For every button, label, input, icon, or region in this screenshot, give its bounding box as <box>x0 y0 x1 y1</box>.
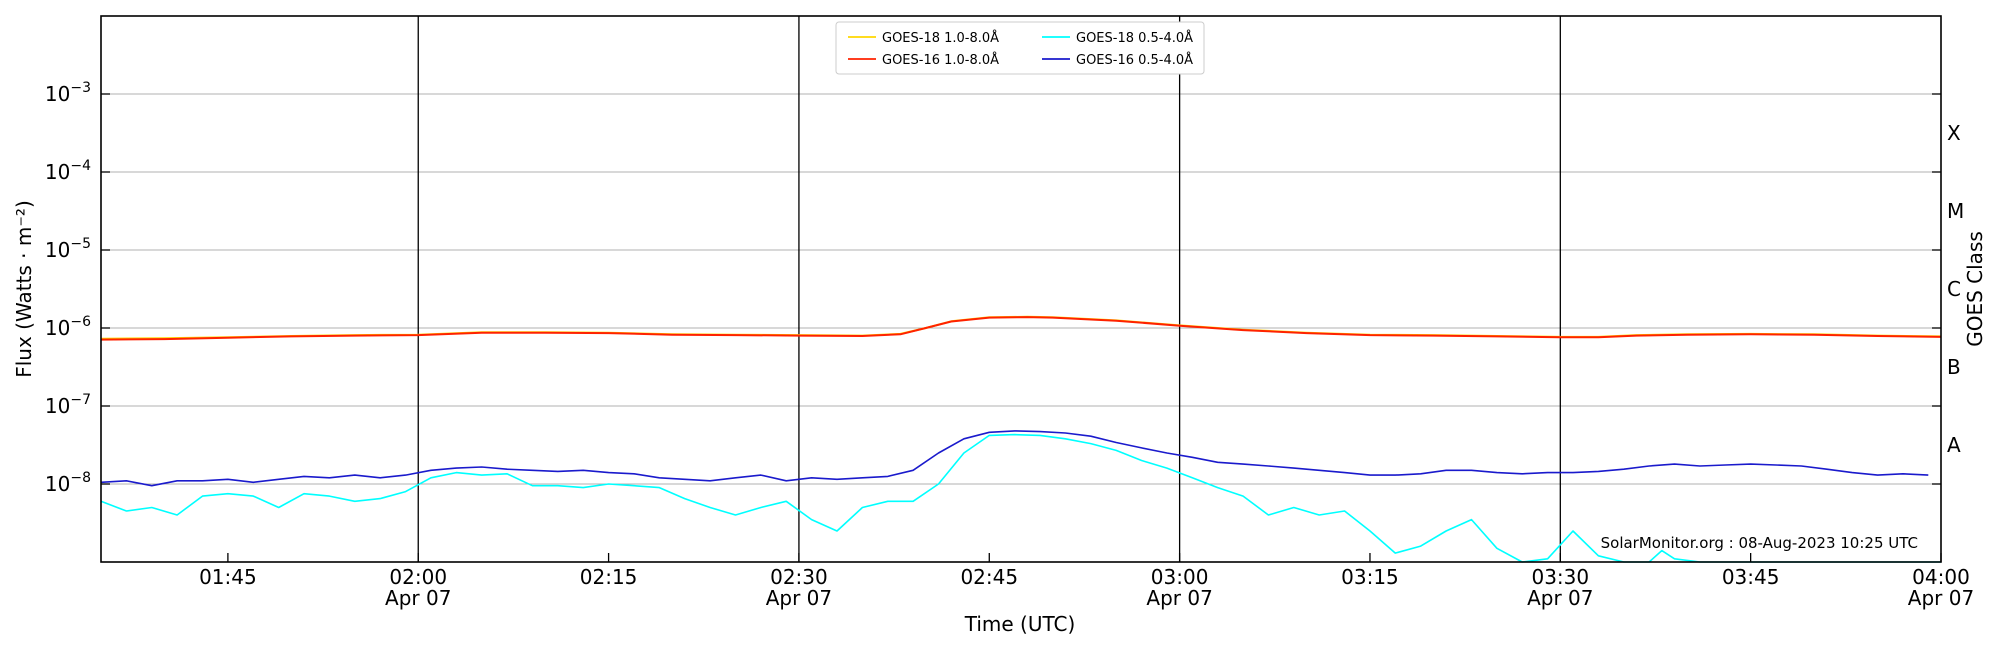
x-tick-date-label: Apr 07 <box>385 586 451 610</box>
goes-class-label: C <box>1947 277 1961 301</box>
legend-items: GOES-18 1.0-8.0Å GOES-16 1.0-8.0Å GOES-18 … <box>848 30 1193 68</box>
x-tick-label: 02:00 <box>389 565 447 589</box>
x-tick-label: 03:00 <box>1151 565 1209 589</box>
series-line-3 <box>100 433 1941 563</box>
x-tick-date-label: Apr 07 <box>1908 586 1974 610</box>
y-tick-label: 10−4 <box>45 158 91 184</box>
legend-label: GOES-18 0.5-4.0Å <box>1076 30 1193 46</box>
x-tick-date-label: Apr 07 <box>766 586 832 610</box>
legend-box <box>835 21 1205 75</box>
y-axis-title: Flux (Watts · m⁻²) <box>12 200 36 378</box>
goes-class-label: B <box>1947 355 1961 379</box>
y-tick-label: 10−6 <box>45 314 91 340</box>
y-tick-label: 10−5 <box>45 236 91 262</box>
x-tick-label: 02:15 <box>580 565 638 589</box>
x-tick-date-label: Apr 07 <box>1527 586 1593 610</box>
series-line-2 <box>100 316 1942 341</box>
x-tick-label: 02:30 <box>770 565 828 589</box>
x-tick-label: 04:00 <box>1912 565 1970 589</box>
x-tick-label: 03:30 <box>1531 565 1589 589</box>
series-line-4 <box>100 430 1929 487</box>
y-axis-ticks: 10−8 10−7 10−6 10−5 10−4 10−3 <box>45 80 1941 496</box>
x-axis-title: Time (UTC) <box>964 612 1076 636</box>
legend-label: GOES-18 1.0-8.0Å <box>882 30 999 46</box>
goes-class-labels: A B C M X <box>1947 121 1964 457</box>
y-tick-label: 10−8 <box>45 470 91 496</box>
x-tick-label: 01:45 <box>199 565 257 589</box>
goes-class-label: M <box>1947 199 1964 223</box>
legend: GOES-18 1.0-8.0Å GOES-16 1.0-8.0Å GOES-18 … <box>835 21 1205 75</box>
goes-class-label: X <box>1947 121 1961 145</box>
x-tick-label: 03:45 <box>1722 565 1780 589</box>
legend-label: GOES-16 1.0-8.0Å <box>882 52 999 68</box>
legend-label: GOES-16 0.5-4.0Å <box>1076 52 1193 68</box>
day-boundary-lines <box>417 16 1561 562</box>
goes-class-label: A <box>1947 433 1961 457</box>
credit-text: SolarMonitor.org : 08-Aug-2023 10:25 UTC <box>1601 534 1918 552</box>
right-axis-title: GOES Class <box>1963 231 1987 347</box>
y-tick-label: 10−3 <box>45 80 91 106</box>
plot-frame <box>100 15 1942 563</box>
grid <box>101 93 1941 485</box>
x-tick-date-label: Apr 07 <box>1146 586 1212 610</box>
x-tick-label: 02:45 <box>960 565 1018 589</box>
y-tick-label: 10−7 <box>45 392 91 418</box>
flux-series <box>100 315 1942 563</box>
x-tick-label: 03:15 <box>1341 565 1399 589</box>
